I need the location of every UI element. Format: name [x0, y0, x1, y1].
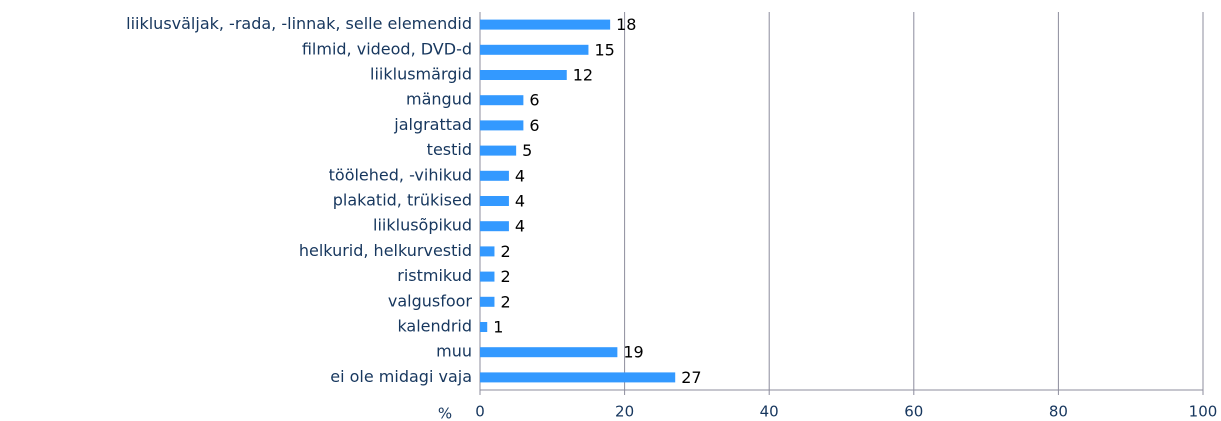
data-label: 4	[515, 166, 525, 185]
y-tick-label: jalgrattad	[393, 115, 472, 134]
x-axis-label: %	[438, 405, 452, 421]
data-label: 4	[515, 192, 525, 211]
y-tick-label: kalendrid	[397, 317, 472, 336]
bar	[480, 170, 509, 181]
data-label: 6	[529, 116, 539, 135]
data-label: 15	[594, 40, 614, 59]
data-label: 27	[681, 368, 701, 387]
y-tick-label: liiklusmärgid	[370, 65, 472, 84]
data-label: 2	[500, 267, 510, 286]
y-tick-label: mängud	[406, 90, 472, 109]
y-tick-label: ristmikud	[397, 266, 472, 285]
bar	[480, 322, 488, 332]
bar	[480, 372, 676, 383]
bar	[480, 221, 509, 232]
bar	[480, 196, 509, 206]
bar	[480, 19, 611, 30]
data-label: 5	[522, 141, 532, 160]
data-label: 19	[623, 343, 643, 362]
bar	[480, 120, 524, 131]
y-tick-label: töölehed, -vihikud	[329, 165, 472, 184]
y-tick-label: muu	[436, 342, 472, 361]
bar	[480, 347, 618, 358]
y-tick-label: helkurid, helkurvestid	[299, 241, 472, 260]
y-tick-label: liiklusõpikud	[373, 216, 472, 235]
bar	[480, 271, 495, 282]
data-label: 4	[515, 217, 525, 236]
data-label: 2	[500, 242, 510, 261]
x-tick-label: 60	[904, 403, 923, 421]
data-label: 2	[500, 292, 510, 311]
bar	[480, 145, 517, 156]
x-tick-label: 20	[615, 403, 634, 421]
y-tick-label: plakatid, trükised	[333, 191, 472, 210]
bar	[480, 44, 589, 55]
data-label: 12	[573, 66, 593, 85]
y-tick-label: testid	[427, 140, 472, 159]
bar	[480, 246, 495, 257]
data-label: 1	[493, 318, 503, 337]
y-tick-label: filmid, videod, DVD-d	[302, 39, 472, 58]
y-tick-label: liiklusväljak, -rada, -linnak, selle ele…	[126, 14, 472, 33]
data-label: 18	[616, 15, 636, 34]
bar	[480, 296, 495, 307]
bar	[480, 70, 567, 80]
y-tick-label: ei ole midagi vaja	[330, 367, 472, 386]
x-tick-label: 80	[1049, 403, 1068, 421]
data-label: 6	[529, 91, 539, 110]
y-tick-label: valgusfoor	[388, 291, 473, 310]
bar	[480, 95, 524, 106]
x-tick-label: 40	[760, 403, 779, 421]
x-tick-label: 0	[475, 403, 485, 421]
x-tick-label: 100	[1189, 403, 1218, 421]
